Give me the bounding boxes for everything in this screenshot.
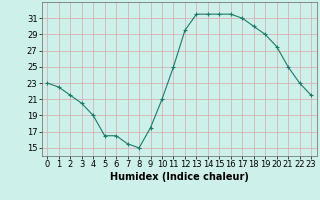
X-axis label: Humidex (Indice chaleur): Humidex (Indice chaleur) bbox=[110, 172, 249, 182]
